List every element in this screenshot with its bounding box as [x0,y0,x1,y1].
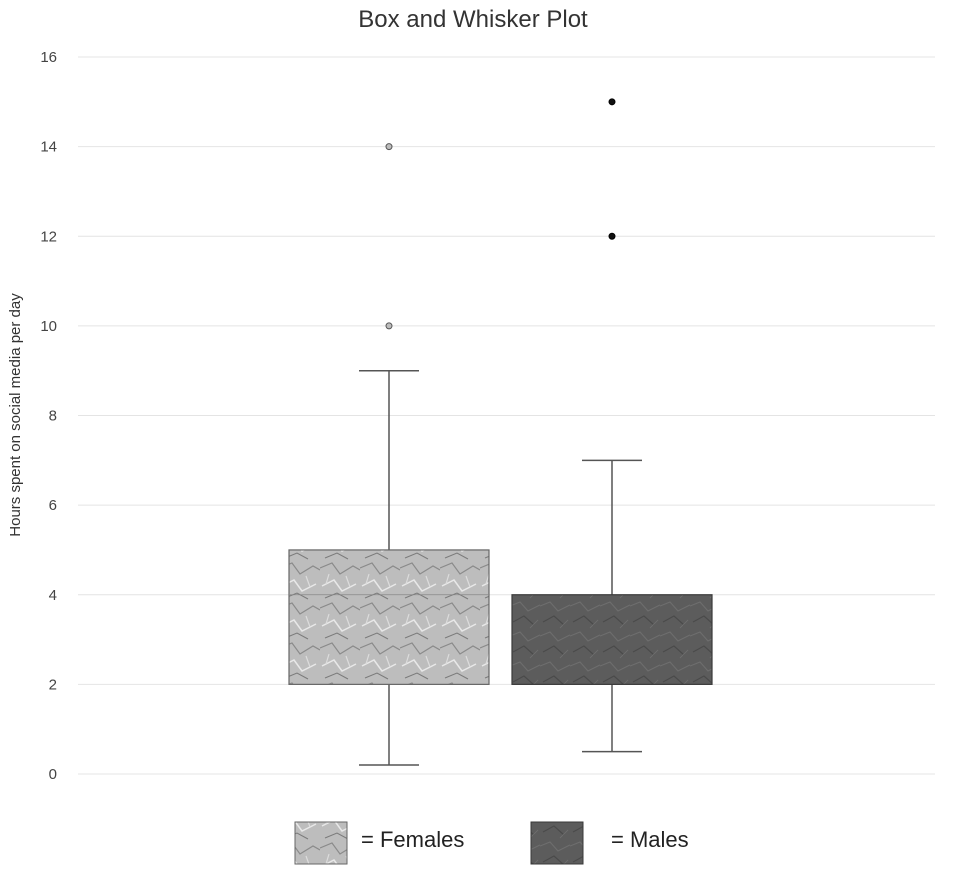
legend-swatch-females [294,821,348,865]
outlier-point [608,98,616,106]
y-tick-label: 12 [40,228,57,245]
box-plot-series [288,98,713,766]
box-males [511,98,713,753]
iqr-box [288,549,490,685]
y-tick-label: 14 [40,139,57,156]
legend-swatch-males [530,821,584,865]
legend-label-males: = Males [611,827,689,852]
y-tick-label: 4 [49,587,57,604]
chart-title: Box and Whisker Plot [358,6,588,33]
y-tick-label: 8 [49,408,57,425]
outlier-point [385,143,393,151]
y-axis-label: Hours spent on social media per day [7,293,24,537]
y-tick-label: 2 [49,676,57,693]
y-axis-tick-labels: 0 2 4 6 8 10 12 14 16 [40,49,57,783]
legend-label-females: = Females [361,827,464,852]
legend-item-females: = Females [294,821,464,865]
box-females [288,143,490,766]
gridlines [78,56,935,775]
legend-item-males: = Males [530,821,689,865]
y-tick-label: 10 [40,318,57,335]
iqr-box [511,594,713,685]
outlier-point [385,322,393,330]
y-tick-label: 0 [49,766,57,783]
y-tick-label: 16 [40,49,57,66]
outlier-point [608,232,616,240]
legend: = Females = Males [294,821,689,865]
y-tick-label: 6 [49,497,57,514]
